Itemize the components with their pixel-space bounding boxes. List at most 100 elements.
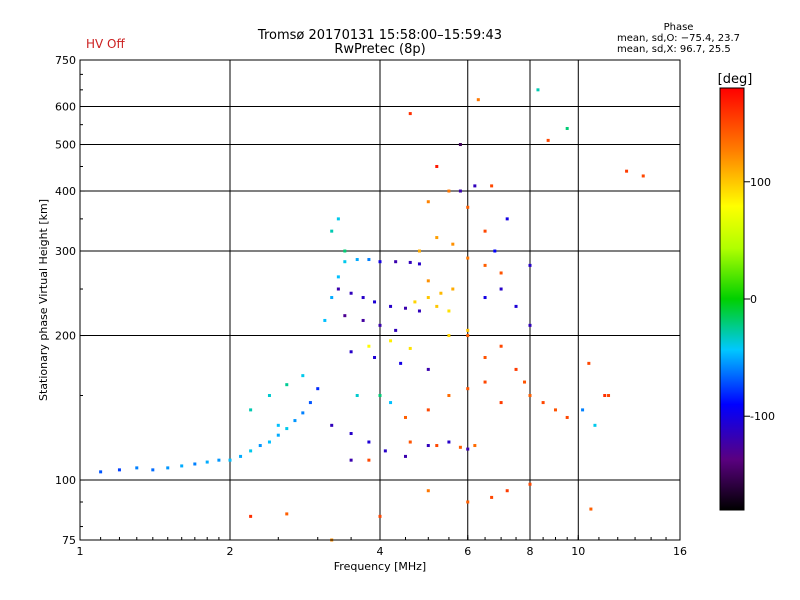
data-point (403, 306, 407, 310)
data-point (528, 263, 532, 267)
data-point (476, 98, 480, 102)
data-point (249, 449, 253, 453)
data-point (399, 361, 403, 365)
data-point (389, 339, 393, 343)
data-point (343, 260, 347, 264)
data-point (466, 500, 470, 504)
x-axis-label: Frequency [MHz] (334, 560, 426, 573)
data-point (285, 512, 289, 516)
y-tick-label: 100 (55, 474, 76, 487)
data-point (361, 296, 365, 300)
colorbar-tick-label: 0 (750, 293, 757, 306)
colorbar: [deg] 100 0 -100 (718, 72, 775, 511)
y-tick-label: 600 (55, 101, 76, 114)
data-point (99, 470, 103, 474)
data-point (408, 260, 412, 264)
data-point (336, 217, 340, 221)
data-point (466, 334, 470, 338)
data-point (355, 394, 359, 398)
x-tick-label: 16 (673, 545, 687, 558)
data-point (466, 256, 470, 260)
data-point (373, 355, 377, 359)
data-point (541, 401, 545, 405)
data-point (378, 394, 382, 398)
y-tick-label: 300 (55, 245, 76, 258)
data-point (581, 408, 585, 412)
data-point (417, 262, 421, 266)
data-point (607, 394, 611, 398)
data-point (641, 174, 645, 178)
data-point (553, 408, 557, 412)
data-point (565, 126, 569, 130)
data-point (135, 466, 139, 470)
data-point (378, 514, 382, 518)
data-point (330, 229, 334, 233)
phase-stats: Phase mean, sd,O: −75.4, 23.7 mean, sd,X… (617, 22, 740, 55)
data-point (301, 411, 305, 415)
data-point (505, 489, 509, 493)
data-point (499, 271, 503, 275)
data-point (466, 447, 470, 451)
data-point (323, 318, 327, 322)
colorbar-label: [deg] (718, 72, 753, 87)
data-point (343, 249, 347, 253)
data-point (301, 374, 305, 378)
data-point (349, 291, 353, 295)
data-point (483, 263, 487, 267)
data-point (316, 387, 320, 391)
data-point (587, 361, 591, 365)
data-point (435, 304, 439, 308)
y-tick-label: 750 (55, 54, 76, 67)
data-point (473, 444, 477, 448)
data-point (217, 458, 221, 462)
data-point (490, 184, 494, 188)
phase-stats-x: mean, sd,X: 96.7, 25.5 (617, 44, 731, 55)
x-tick-label: 8 (527, 545, 534, 558)
data-point (447, 309, 451, 313)
data-point (499, 344, 503, 348)
plot-title-line1: Tromsø 20170131 15:58:00–15:59:43 (257, 28, 503, 43)
points-layer (99, 88, 645, 542)
data-point (336, 275, 340, 279)
data-point (593, 423, 597, 427)
data-point (228, 458, 232, 462)
hv-status: HV Off (86, 37, 125, 51)
data-point (514, 367, 518, 371)
data-point (458, 445, 462, 449)
data-point (413, 300, 417, 304)
colorbar-tick-label: 100 (750, 176, 771, 189)
data-point (536, 88, 540, 92)
data-point (239, 454, 243, 458)
data-point (349, 432, 353, 436)
data-point (426, 279, 430, 283)
data-point (249, 408, 253, 412)
colorbar-gradient (719, 87, 745, 511)
data-point (336, 287, 340, 291)
data-point (528, 482, 532, 486)
data-point (383, 449, 387, 453)
data-point (343, 314, 347, 318)
data-point (180, 464, 184, 468)
data-point (361, 318, 365, 322)
x-tick-label: 1 (77, 545, 84, 558)
data-point (267, 394, 271, 398)
data-point (426, 489, 430, 493)
y-tick-label: 400 (55, 185, 76, 198)
data-point (499, 287, 503, 291)
data-point (389, 401, 393, 405)
phase-title: Phase (663, 22, 694, 33)
phase-stats-o: mean, sd,O: −75.4, 23.7 (617, 33, 740, 44)
data-point (378, 260, 382, 264)
data-point (367, 440, 371, 444)
data-point (523, 380, 527, 384)
data-point (166, 466, 170, 470)
data-point (435, 164, 439, 168)
grid-layer (80, 60, 680, 540)
data-point (473, 184, 477, 188)
data-point (466, 328, 470, 332)
data-point (483, 229, 487, 233)
data-point (426, 444, 430, 448)
data-point (505, 217, 509, 221)
data-point (330, 296, 334, 300)
y-tick-label: 200 (55, 330, 76, 343)
